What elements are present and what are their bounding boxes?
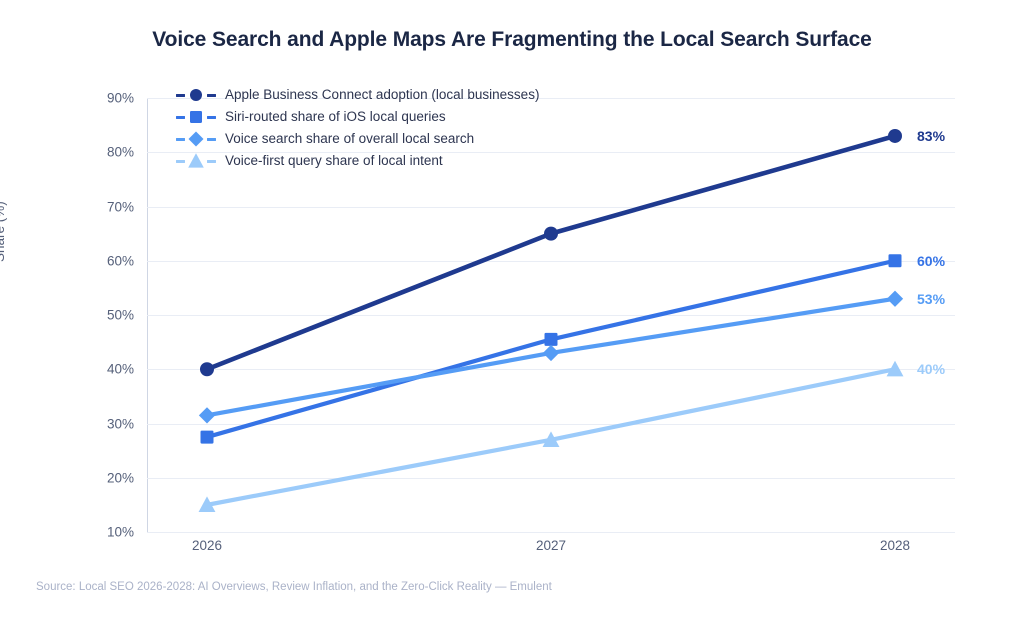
legend-marker-shape (190, 88, 202, 101)
gridline (147, 260, 955, 262)
y-tick-90: 90% (106, 90, 134, 106)
data-point-square (200, 430, 214, 444)
legend-item[interactable]: Apple Business Connect adoption (local b… (176, 84, 539, 105)
legend-dash (176, 137, 185, 141)
legend-label: Apple Business Connect adoption (local b… (225, 87, 540, 102)
y-tick-10: 10% (106, 524, 134, 540)
legend-marker-shape (188, 152, 204, 168)
end-label: 60% (917, 252, 946, 269)
end-label: 40% (917, 361, 946, 378)
data-point-circle (544, 226, 558, 241)
y-tick-80: 80% (106, 144, 134, 160)
gridline (147, 315, 955, 316)
legend-label: Siri-routed share of iOS local queries (225, 109, 446, 124)
data-point-square (888, 254, 902, 268)
series-layer (198, 128, 904, 513)
legend-marker-triangle-icon (176, 151, 216, 171)
data-point-triangle (198, 496, 216, 513)
legend-dash (207, 159, 216, 163)
legend-dash (207, 137, 216, 141)
legend-dash (176, 93, 185, 97)
chart-legend: Apple Business Connect adoption (local b… (176, 84, 539, 172)
legend-label: Voice search share of overall local sear… (225, 131, 475, 146)
legend-marker-shape (188, 131, 204, 146)
legend-item[interactable]: Voice-first query share of local intent (176, 150, 539, 171)
gridline (147, 98, 955, 99)
legend-marker-shape (190, 110, 202, 123)
plot-area (147, 98, 955, 533)
gridline (147, 152, 955, 154)
legend-marker-diamond-icon (176, 129, 216, 149)
chart-title: Voice Search and Apple Maps Are Fragment… (152, 28, 872, 51)
data-point-triangle (886, 360, 904, 377)
data-point-square (544, 332, 558, 346)
legend-label: Voice-first query share of local intent (225, 153, 443, 168)
y-tick-40: 40% (106, 361, 134, 377)
y-tick-60: 60% (106, 253, 134, 269)
x-tick-2027: 2027 (535, 538, 567, 553)
legend-marker-circle-icon (176, 85, 216, 105)
y-axis-label: Share (%) (0, 201, 7, 262)
gridline (147, 369, 955, 371)
gridline (147, 477, 955, 479)
end-label: 53% (917, 290, 946, 307)
legend-item[interactable]: Siri-routed share of iOS local queries (176, 106, 539, 127)
y-tick-70: 70% (106, 199, 134, 214)
data-point-diamond (198, 407, 216, 424)
source-note: Source: Local SEO 2026-2028: AI Overview… (36, 581, 552, 593)
legend-dash (176, 115, 185, 119)
gridline (147, 532, 955, 533)
data-point-circle (888, 128, 902, 143)
y-tick-20: 20% (106, 470, 134, 486)
data-point-diamond (542, 344, 560, 362)
data-point-triangle (542, 431, 560, 447)
legend-marker-square-icon (176, 107, 216, 127)
y-tick-30: 30% (106, 416, 134, 431)
y-tick-50: 50% (106, 307, 134, 323)
gridline (147, 206, 955, 208)
legend-item[interactable]: Voice search share of overall local sear… (176, 128, 539, 149)
x-tick-2028: 2028 (879, 538, 911, 553)
x-tick-2026: 2026 (191, 538, 223, 553)
gridline (147, 423, 955, 425)
legend-dash (176, 159, 185, 163)
end-label: 83% (917, 127, 946, 144)
data-point-diamond (886, 290, 904, 307)
data-point-circle (200, 362, 214, 377)
legend-dash (207, 115, 216, 119)
legend-dash (207, 93, 216, 97)
